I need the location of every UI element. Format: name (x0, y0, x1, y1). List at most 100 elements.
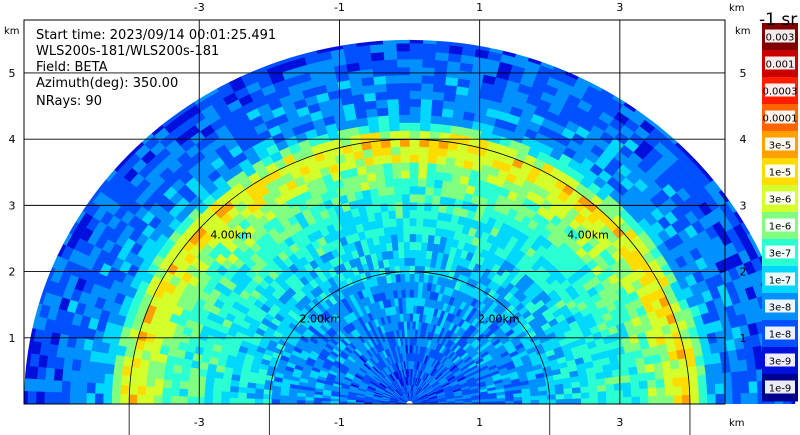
heat-cell (395, 42, 410, 52)
heat-cell (695, 364, 707, 376)
heat-cell (421, 59, 436, 69)
heat-cell (405, 313, 410, 322)
heat-cell (739, 370, 749, 383)
heat-cell (539, 399, 548, 404)
heat-cell (605, 390, 616, 398)
heat-cell (366, 172, 377, 182)
y-tick-label-left: 4 (9, 133, 16, 146)
heat-cell (748, 380, 758, 394)
heat-cell (629, 373, 640, 383)
heat-cell (358, 60, 373, 71)
heat-cell (416, 201, 425, 211)
heat-cell (749, 392, 759, 404)
heat-cell (385, 186, 395, 196)
heat-cell (409, 329, 413, 338)
x-tick-label-bottom: -3 (194, 416, 205, 429)
colorbar-tick-label: 3e-6 (769, 195, 792, 206)
heat-cell (672, 376, 682, 387)
heat-cell (409, 336, 413, 346)
heat-cell (387, 106, 400, 116)
heat-cell (170, 380, 181, 390)
heat-cell (409, 257, 416, 266)
heat-cell (341, 39, 357, 49)
heat-cell (179, 373, 190, 383)
heat-cell (638, 380, 649, 390)
heat-cell (401, 185, 410, 195)
heat-cell (313, 397, 323, 402)
heat-cell (404, 265, 410, 274)
y-tick-label-right: 2 (740, 266, 747, 279)
heat-cell (262, 394, 273, 400)
heat-cell (409, 162, 419, 171)
heat-cell (279, 399, 289, 404)
heat-cell (413, 281, 419, 290)
heat-cell (621, 374, 631, 384)
heat-cell (417, 178, 427, 187)
heat-cell (212, 384, 223, 392)
heat-cell (374, 91, 388, 101)
heat-cell (614, 396, 624, 404)
heat-cell (409, 297, 414, 306)
heat-cell (644, 363, 655, 373)
heat-cell (205, 370, 216, 379)
heat-cell (396, 50, 410, 60)
heat-cell (740, 381, 750, 394)
heat-cell (409, 344, 412, 354)
heat-cell (434, 171, 445, 181)
colorbar-tick-label: 3e-9 (769, 357, 792, 368)
heat-cell (422, 43, 437, 53)
heat-cell (385, 82, 399, 92)
heat-cell (427, 154, 438, 164)
heat-cell (386, 90, 399, 100)
heat-cell (397, 249, 405, 259)
heat-cell (419, 106, 432, 116)
heat-cell (436, 147, 448, 158)
heat-cell (596, 384, 607, 392)
colorbar-tick-label: 1e-7 (769, 276, 792, 287)
heat-cell (564, 398, 574, 404)
heat-cell (431, 99, 444, 109)
heat-cell (271, 399, 281, 404)
heat-cell (398, 106, 410, 116)
heat-cell (428, 226, 437, 236)
heat-cell (655, 378, 666, 388)
heat-cell (180, 365, 191, 376)
heat-cell (376, 179, 386, 189)
heat-cell (271, 394, 281, 400)
heat-cell (195, 389, 205, 398)
heat-cell (418, 273, 425, 283)
axis-unit-label: km (729, 418, 745, 429)
heat-cell (112, 374, 122, 386)
heat-cell (414, 265, 421, 275)
heat-cell (409, 265, 415, 274)
heat-cell (70, 370, 81, 383)
range-ring-label-left: 4.00km (210, 228, 252, 241)
heat-cell (381, 154, 392, 164)
heat-cell (652, 361, 664, 372)
heat-cell (613, 382, 624, 391)
heat-cell (35, 379, 46, 393)
heat-cell (27, 391, 37, 404)
heat-cell (214, 371, 225, 380)
heat-cell (637, 372, 648, 382)
heat-cell (54, 356, 65, 370)
heat-cell (24, 352, 32, 367)
heat-cell (440, 188, 450, 198)
heat-cell (705, 373, 716, 385)
heat-cell (688, 375, 699, 386)
heat-cell (161, 387, 172, 397)
heat-cell (377, 187, 387, 197)
colorbar-tick-label: 0.001 (766, 60, 795, 71)
heat-cell (196, 382, 206, 391)
heat-cell (279, 390, 290, 397)
heat-cell (104, 363, 115, 375)
heat-cell (395, 217, 404, 227)
x-tick-label-top: -1 (334, 1, 345, 14)
heat-cell (404, 273, 410, 282)
heat-cell (391, 241, 399, 251)
colorbar-tick-label: 1e-5 (769, 168, 792, 179)
heat-cell (445, 68, 460, 79)
heat-cell (731, 381, 742, 394)
heat-cell (359, 68, 374, 79)
heat-cell (421, 226, 430, 236)
